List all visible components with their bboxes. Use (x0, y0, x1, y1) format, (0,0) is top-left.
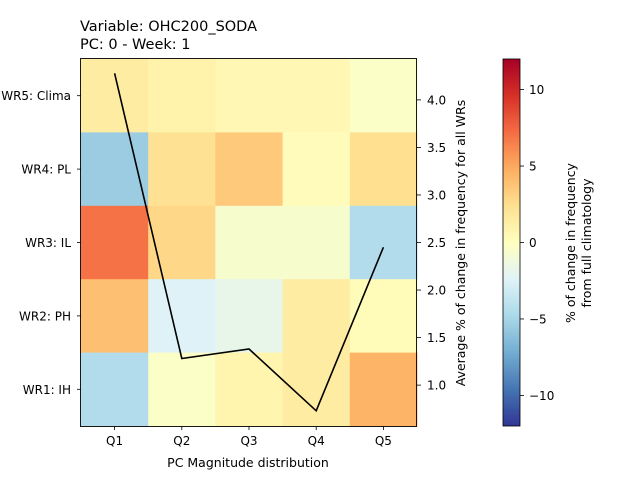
y-tick-label: WR4: PL (21, 163, 71, 177)
heatmap-cell (148, 59, 216, 133)
heatmap-cell (148, 132, 216, 206)
right-tick-label: 3.5 (427, 141, 446, 155)
heatmap-cell (215, 59, 283, 133)
right-tick-label: 3.0 (427, 188, 446, 202)
x-tick-label: Q4 (308, 434, 325, 448)
y-tick-label: WR1: IH (23, 383, 71, 397)
heatmap-cell (283, 279, 351, 353)
heatmap-cell (350, 132, 418, 206)
x-axis-ticks: Q1 Q2 Q3 Q4 Q5 (106, 426, 392, 448)
heatmap-cell (81, 59, 149, 133)
colorbar-tick-label: −10 (529, 389, 554, 403)
colorbar-tick-label: 0 (529, 236, 537, 250)
heatmap-cell (215, 279, 283, 353)
x-axis-label: PC Magnitude distribution (167, 455, 329, 470)
x-tick-label: Q5 (375, 434, 392, 448)
right-tick-label: 2.0 (427, 284, 446, 298)
chart-title-line2: PC: 0 - Week: 1 (80, 37, 191, 53)
right-tick-label: 1.0 (427, 379, 446, 393)
y-tick-label: WR2: PH (19, 309, 71, 323)
colorbar-label-line2: from full climatology (579, 178, 594, 308)
heatmap-cell (283, 206, 351, 280)
heatmap-cell (81, 353, 149, 427)
heatmap-cell (350, 353, 418, 427)
right-tick-label: 2.5 (427, 236, 446, 250)
right-axis-ticks: 1.0 1.5 2.0 2.5 3.0 3.5 4.0 (417, 93, 446, 392)
colorbar-tick-label: −5 (529, 312, 547, 326)
x-tick-label: Q1 (106, 434, 123, 448)
x-tick-label: Q2 (173, 434, 190, 448)
chart-title-line1: Variable: OHC200_SODA (80, 19, 257, 35)
colorbar (503, 59, 520, 426)
heatmap-cell (350, 59, 418, 133)
colorbar-tick-label: 5 (529, 160, 537, 174)
y-tick-label: WR3: IL (25, 236, 71, 250)
y-axis-ticks: WR5: Clima WR4: PL WR3: IL WR2: PH WR1: IH (1, 89, 81, 397)
heatmap-cells (81, 59, 418, 427)
x-tick-label: Q3 (240, 434, 257, 448)
heatmap-cell (283, 132, 351, 206)
heatmap-cell (81, 132, 149, 206)
right-axis-label: Average % of change in frequency for all… (453, 100, 468, 387)
heatmap-cell (215, 132, 283, 206)
colorbar-tick-label: 10 (529, 83, 544, 97)
heatmap-cell (350, 206, 418, 280)
y-tick-label: WR5: Clima (1, 89, 71, 103)
right-tick-label: 1.5 (427, 331, 446, 345)
heatmap-cell (81, 279, 149, 353)
heatmap-cell (81, 206, 149, 280)
colorbar-label-line1: % of change in frequency (563, 162, 578, 323)
heatmap-cell (215, 206, 283, 280)
right-tick-label: 4.0 (427, 93, 446, 107)
heatmap-cell (148, 206, 216, 280)
colorbar-ticks: 10 5 0 −5 −10 (520, 83, 554, 403)
heatmap-cell (215, 353, 283, 427)
heatmap-cell (148, 353, 216, 427)
heatmap-cell (148, 279, 216, 353)
heatmap-cell (350, 279, 418, 353)
heatmap-cell (283, 59, 351, 133)
